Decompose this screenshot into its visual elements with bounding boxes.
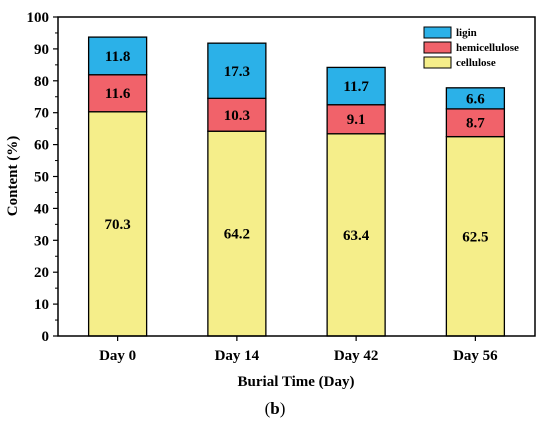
data-label: 63.4 — [343, 228, 370, 244]
plot-frame — [57, 16, 536, 337]
x-tick-label: Day 0 — [99, 348, 136, 364]
bar-segment-ligin — [326, 66, 386, 106]
legend-label: ligin — [456, 27, 477, 39]
data-label: 17.3 — [224, 64, 250, 80]
legend-label: hemicellulose — [456, 42, 519, 54]
y-tick-label: 80 — [34, 74, 49, 90]
bar-segment-ligin — [87, 36, 148, 76]
bar-segment-hemicellulose — [207, 97, 267, 132]
y-tick-label: 60 — [34, 138, 49, 154]
x-tick-label: Day 42 — [334, 348, 379, 364]
bar-segment-cellulose — [87, 111, 148, 337]
legend-label: cellulose — [456, 57, 496, 69]
data-label: 6.6 — [466, 91, 485, 107]
data-label: 11.7 — [343, 79, 369, 95]
y-tick-label: 90 — [34, 42, 49, 58]
bar-segment-ligin — [445, 87, 506, 110]
data-label: 11.6 — [105, 86, 131, 102]
y-tick-label: 20 — [34, 265, 49, 281]
x-tick-label: Day 56 — [453, 348, 498, 364]
data-label: 9.1 — [347, 112, 366, 128]
y-tick-label: 50 — [34, 170, 49, 186]
data-label: 64.2 — [224, 227, 250, 243]
data-label: 62.5 — [462, 229, 488, 245]
y-tick-label: 10 — [34, 297, 49, 313]
caption-letter: b — [270, 399, 279, 418]
legend-swatch-ligin — [423, 26, 452, 39]
y-tick-label: 40 — [34, 201, 49, 217]
bar-segment-hemicellulose — [326, 104, 386, 135]
y-tick-label: 30 — [34, 233, 49, 249]
x-tick-label: Day 14 — [215, 348, 260, 364]
y-axis-title: Content (%) — [5, 136, 21, 216]
bar-segment-hemicellulose — [87, 74, 148, 113]
bar-segment-ligin — [207, 42, 267, 99]
caption-open-paren: ( — [265, 399, 271, 418]
data-label: 11.8 — [105, 49, 130, 65]
legend-swatch-hemicellulose — [423, 41, 452, 54]
bar-segment-cellulose — [326, 133, 386, 337]
y-tick-label: 70 — [34, 106, 49, 122]
caption-close-paren: ) — [280, 399, 286, 418]
data-label: 10.3 — [224, 108, 250, 124]
figure-caption: (b) — [265, 399, 286, 418]
x-axis-title: Burial Time (Day) — [238, 374, 355, 390]
legend-swatch-cellulose — [423, 56, 452, 69]
y-tick-label: 0 — [42, 329, 50, 345]
data-label: 8.7 — [466, 116, 485, 132]
y-tick-label: 100 — [27, 10, 50, 26]
bar-segment-cellulose — [445, 135, 506, 337]
data-label: 70.3 — [105, 217, 131, 233]
